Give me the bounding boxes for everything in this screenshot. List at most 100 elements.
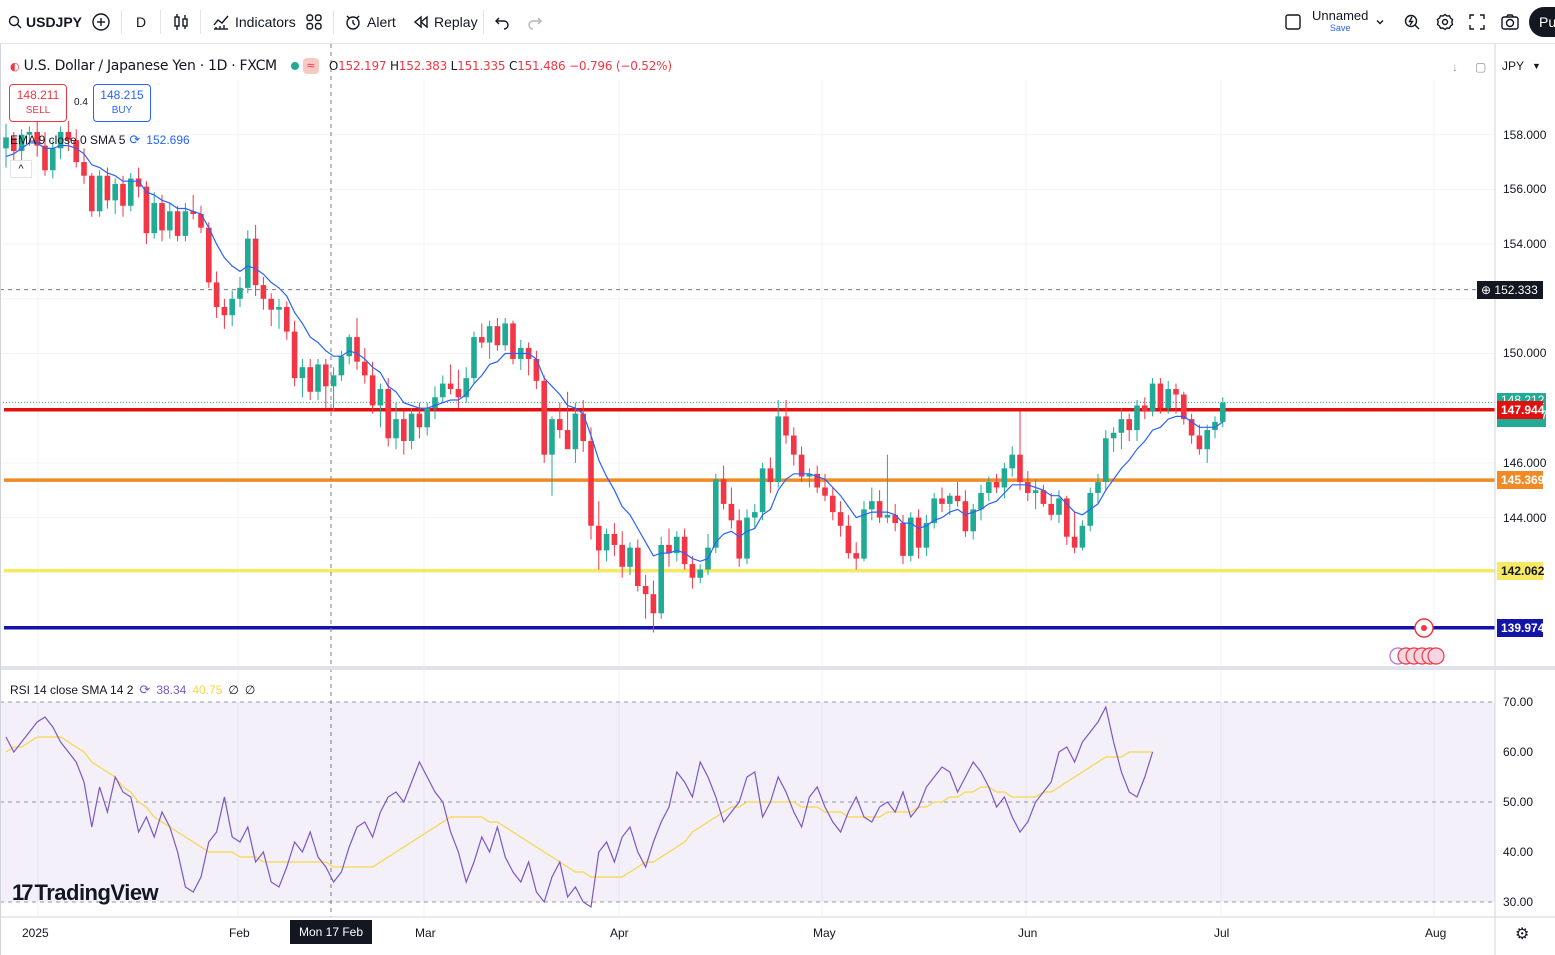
time-tick-label: Mar: [415, 926, 436, 940]
chevron-down-icon: [1376, 20, 1384, 25]
candle-body: [245, 238, 251, 288]
candle-body: [658, 544, 664, 614]
candle-body: [580, 413, 586, 442]
tradingview-logo[interactable]: 17 TradingView: [12, 880, 159, 906]
candle-body: [1095, 482, 1101, 493]
quick-search-button[interactable]: [1403, 0, 1421, 44]
candle-body: [11, 137, 17, 152]
candle-body: [1220, 402, 1226, 422]
rsi-legend[interactable]: RSI 14 close SMA 14 2 ⟳ 38.34 40.75 ∅ ∅: [10, 682, 255, 698]
candle-body: [502, 323, 508, 346]
brand-name: TradingView: [34, 880, 159, 905]
redo-button[interactable]: [527, 0, 543, 44]
time-tick-label: May: [813, 926, 836, 940]
time-tick-label: Jun: [1018, 926, 1038, 940]
candle-body: [1165, 389, 1171, 409]
candle-body: [1103, 438, 1109, 483]
candle-body: [1032, 490, 1039, 493]
plus-circle-icon: [92, 13, 110, 31]
rsi-extra-1: ∅: [228, 683, 239, 697]
gear-icon: [1436, 13, 1454, 31]
candle-body: [65, 131, 72, 141]
candle-body: [1204, 430, 1210, 450]
candle-body: [1188, 419, 1195, 436]
collapse-legend-button[interactable]: ^: [10, 160, 32, 178]
price-chart[interactable]: [0, 44, 1555, 955]
publish-button[interactable]: Pu: [1529, 7, 1555, 37]
rsi-extra-2: ∅: [244, 683, 256, 697]
symbol-title[interactable]: U.S. Dollar / Japanese Yen · 1D · FXCM: [23, 58, 278, 74]
refresh-icon[interactable]: ⟳: [129, 132, 141, 147]
candle-body: [276, 306, 282, 310]
candle-body: [260, 285, 267, 299]
ema-label: EMA 9 close 0 SMA 5: [10, 133, 126, 147]
candle-body: [993, 482, 1000, 488]
candle-body: [791, 435, 797, 455]
close-value: 151.486: [517, 59, 566, 73]
ema-legend[interactable]: EMA 9 close 0 SMA 5 ⟳ 152.696: [10, 132, 190, 148]
crosshair-price-label[interactable]: ⊕ 152.333: [1477, 280, 1543, 299]
candle-body: [674, 536, 680, 554]
compare-button[interactable]: [91, 0, 111, 44]
candle-body: [81, 162, 87, 176]
sell-button[interactable]: 148.211 SELL: [9, 84, 67, 122]
symbol-legend: ◐ U.S. Dollar / Japanese Yen · 1D · FXCM…: [10, 56, 672, 76]
level-price-label: 142.062: [1497, 561, 1544, 580]
candle-body: [900, 523, 906, 556]
candle-body: [557, 419, 563, 431]
interval-button[interactable]: D: [136, 0, 146, 44]
candle-body: [1181, 394, 1187, 420]
lightning-search-icon: [1404, 14, 1420, 30]
layout-menu-button[interactable]: Unnamed Save: [1312, 0, 1386, 44]
ohlc-values: O152.197 H152.383 L151.335 C151.486 −0.7…: [329, 59, 672, 73]
maximize-pane-icon[interactable]: ▢: [1475, 60, 1487, 74]
rsi-sma-line: [5, 736, 1153, 878]
candle-body: [385, 389, 391, 439]
candle-body: [986, 482, 992, 493]
market-open-icon: [290, 62, 299, 70]
status-badge[interactable]: ≈: [302, 58, 319, 74]
event-markers[interactable]: [1389, 618, 1445, 665]
refresh-icon[interactable]: ⟳: [139, 682, 151, 697]
axis-settings-button[interactable]: ⚙: [1515, 924, 1529, 944]
candle-body: [681, 536, 688, 565]
candles-icon: [174, 14, 188, 30]
high-value: 152.383: [398, 59, 448, 73]
time-tick-label: Jul: [1214, 926, 1230, 940]
candle-body: [354, 337, 360, 362]
candle-body: [338, 356, 345, 376]
open-key: O: [328, 59, 339, 73]
candle-body: [853, 553, 859, 559]
us-flag-event-icon[interactable]: [1427, 647, 1445, 665]
fullscreen-button[interactable]: [1468, 0, 1486, 44]
arrow-down-icon[interactable]: ↓: [1452, 60, 1458, 74]
alert-button[interactable]: Alert: [344, 0, 396, 44]
indicators-button[interactable]: Indicators: [212, 0, 296, 44]
candle-body: [783, 416, 789, 436]
candle-body: [463, 378, 469, 398]
layout-checkbox[interactable]: [1284, 0, 1302, 44]
buy-button[interactable]: 148.215 BUY: [93, 84, 151, 122]
settings-button[interactable]: [1436, 0, 1454, 44]
redo-icon: [528, 17, 542, 30]
candle-body: [1071, 536, 1078, 548]
templates-button[interactable]: [305, 0, 323, 44]
candle-body: [229, 298, 235, 316]
snapshot-button[interactable]: [1500, 0, 1520, 44]
interval-label: D: [136, 14, 147, 30]
currency-selector[interactable]: JPY ▼: [1502, 59, 1541, 73]
candle-body: [915, 517, 922, 548]
candle-body: [1157, 383, 1164, 409]
high-key: H: [389, 59, 399, 73]
candle-body: [50, 148, 56, 171]
undo-button[interactable]: [494, 0, 510, 44]
candle-body: [845, 525, 852, 554]
symbol-search-button[interactable]: USDJPY: [8, 0, 82, 44]
rewind-icon: [413, 15, 428, 29]
symbol-label: USDJPY: [26, 14, 83, 30]
candle-body: [432, 397, 438, 409]
chart-type-button[interactable]: [172, 0, 190, 44]
candle-body: [1196, 435, 1203, 450]
replay-button[interactable]: Replay: [413, 0, 478, 44]
candle-body: [284, 306, 290, 332]
